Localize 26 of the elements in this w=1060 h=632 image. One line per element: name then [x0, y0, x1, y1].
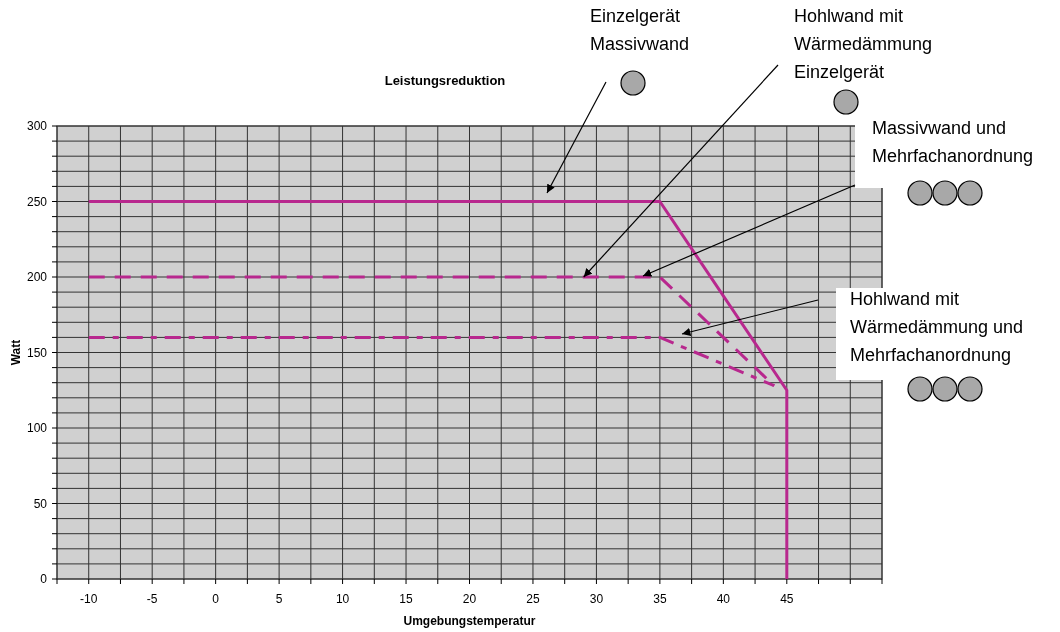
y-tick-label: 300 [26, 119, 48, 133]
x-tick-label: 45 [780, 592, 794, 606]
annotation: Hohlwand mit Wärmedämmung und Mehrfachanordnung [850, 289, 1024, 365]
x-tick-label: 5 [275, 592, 283, 606]
y-tick-label: 100 [26, 421, 48, 435]
y-tick-label: 150 [26, 345, 48, 360]
chart-title: Leistungsreduktion [384, 73, 506, 88]
y-tick-label: 250 [26, 194, 48, 209]
x-tick-label: -5 [146, 592, 158, 606]
x-tick-label: 15 [399, 592, 414, 606]
x-tick-label: 0 [212, 592, 220, 606]
x-tick-label: 40 [716, 592, 731, 606]
annotation: Massivwand und Mehrfachanordnung [872, 118, 1034, 166]
x-tick-label: -10 [80, 592, 98, 606]
y-tick-label: 50 [33, 496, 48, 511]
x-tick-label: 30 [589, 592, 604, 606]
annotation: Hohlwand mit Wärmedämmung Einzelgerät [794, 6, 933, 82]
x-tick-label: 10 [335, 592, 350, 606]
y-tick-label: 0 [40, 572, 48, 586]
x-tick-label: 20 [462, 592, 477, 606]
text: Einzelgerät Massivwand [590, 6, 690, 54]
x-tick-label: 25 [526, 592, 540, 606]
y-axis-title: Watt [9, 339, 23, 366]
x-axis-title: Umgebungstemperatur [403, 614, 536, 628]
x-tick-label: 35 [653, 592, 667, 606]
y-tick-label: 200 [26, 270, 48, 284]
